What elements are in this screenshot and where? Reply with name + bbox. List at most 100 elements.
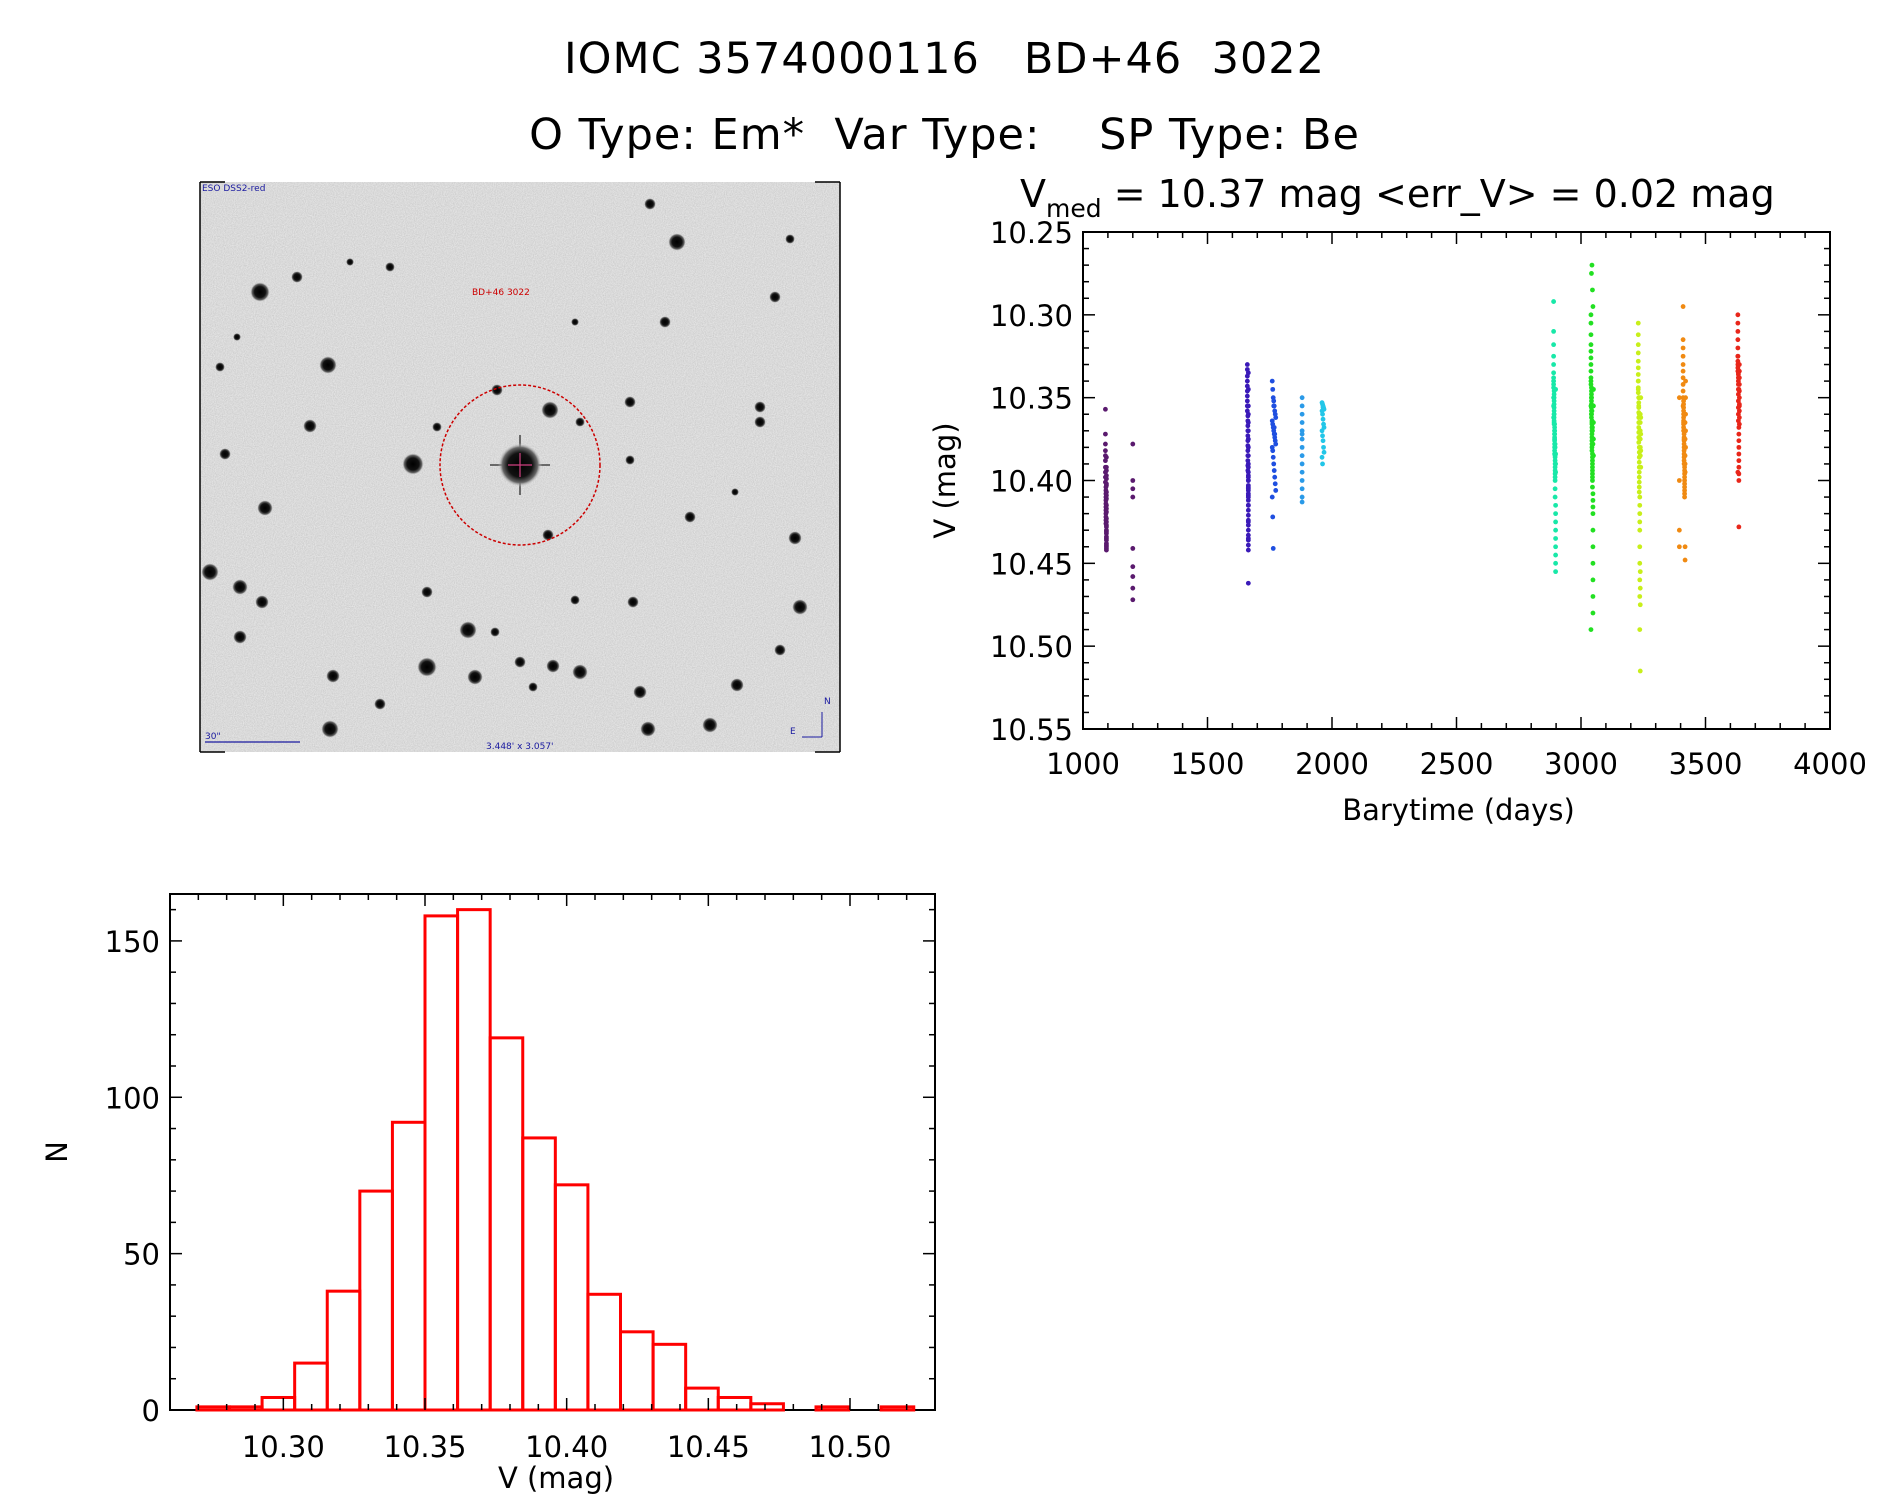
data-point [1681,408,1686,414]
data-point [1637,668,1643,674]
scale-label: 30" [205,732,221,742]
light-curve-plot: 1000 1500 2000 2500 3000 3500 4000 10.25 10.30 10… [928,172,1867,827]
data-point [1245,423,1251,429]
data-point [1680,388,1686,394]
data-point [1736,431,1742,437]
data-point [1589,395,1594,401]
data-point [1681,421,1686,427]
data-point [1244,378,1250,384]
plot-frame [1082,231,1831,730]
data-point [1551,382,1557,387]
histogram-plot: 10.30 10.35 10.40 10.45 10.50 0 50 100 150 V (mag… [40,893,936,1494]
data-point [1680,362,1686,367]
data-point [1682,469,1688,475]
light-curve-series [1635,320,1644,674]
data-point [1551,362,1557,367]
data-point [1637,436,1643,442]
data-point [1245,478,1251,483]
data-point [1244,398,1250,404]
data-point [1271,403,1277,409]
histogram-bar [390,1120,427,1412]
data-point [1552,444,1558,450]
field-star [570,595,580,605]
field-star [385,262,395,272]
data-point [1299,486,1305,492]
data-point [1589,435,1595,440]
field-star [417,657,437,677]
data-point [1552,451,1558,457]
data-point [1637,453,1643,459]
data-point [1319,454,1325,460]
data-point [1637,569,1643,575]
data-point [1635,342,1641,348]
data-point [1636,395,1642,401]
data-point [1130,574,1136,579]
field-star [432,422,442,432]
data-point [1637,502,1643,508]
data-point [1736,444,1742,450]
data-point [1590,511,1596,517]
data-point [1589,438,1595,444]
data-point [1735,320,1741,326]
data-point [1552,444,1558,450]
data-point [1245,497,1251,503]
data-point [1635,386,1641,392]
data-point [1103,464,1108,470]
data-point [1552,494,1558,500]
field-star [769,291,781,303]
field-star [467,669,483,685]
y-tick-label: 10.30 [990,299,1073,333]
field-star [219,448,231,460]
plot-frame [169,893,936,1411]
y-tick-label: 10.45 [990,547,1073,581]
data-point [1736,386,1742,392]
data-point [1552,464,1558,470]
light-curve-series [1551,299,1559,575]
field-star [514,656,526,668]
data-point [1104,541,1109,546]
data-point [1272,474,1278,480]
data-point [1245,464,1251,470]
data-point [1319,408,1325,414]
data-point [1245,453,1251,459]
data-point [1637,527,1643,533]
data-point [1299,444,1305,450]
data-point [1245,491,1251,497]
data-point [1104,516,1109,522]
y-tick-label: 10.55 [990,713,1073,747]
data-point [1551,420,1557,425]
data-point [1245,532,1251,538]
x-tick-label: 3000 [1544,747,1618,781]
y-tick-label: 10.50 [990,630,1073,664]
data-point [1682,478,1687,483]
data-point [1553,544,1559,550]
data-point [1637,594,1643,599]
field-star [303,419,317,433]
data-point [1589,271,1594,276]
data-point [1552,421,1558,427]
data-point [1683,378,1688,384]
data-point [1590,491,1596,497]
data-point [1638,464,1644,470]
data-point [1321,425,1327,430]
data-point [1272,481,1278,487]
data-point [1681,436,1687,442]
field-star [754,416,766,428]
data-point [1636,430,1642,435]
data-point [1636,449,1642,455]
data-point [1590,474,1595,480]
data-point [1735,353,1741,359]
x-tick-label: 10.35 [383,1430,466,1464]
data-point [1735,469,1741,475]
data-point [1321,421,1326,427]
data-point [1104,524,1109,530]
data-point [1104,489,1109,495]
data-point [1553,451,1559,457]
data-point [1736,375,1742,381]
compass: N E [790,697,831,738]
data-point [1736,425,1742,430]
data-point [1245,418,1251,424]
light-curve-series [1319,400,1327,467]
data-point [1553,386,1559,392]
data-point [1590,464,1595,470]
